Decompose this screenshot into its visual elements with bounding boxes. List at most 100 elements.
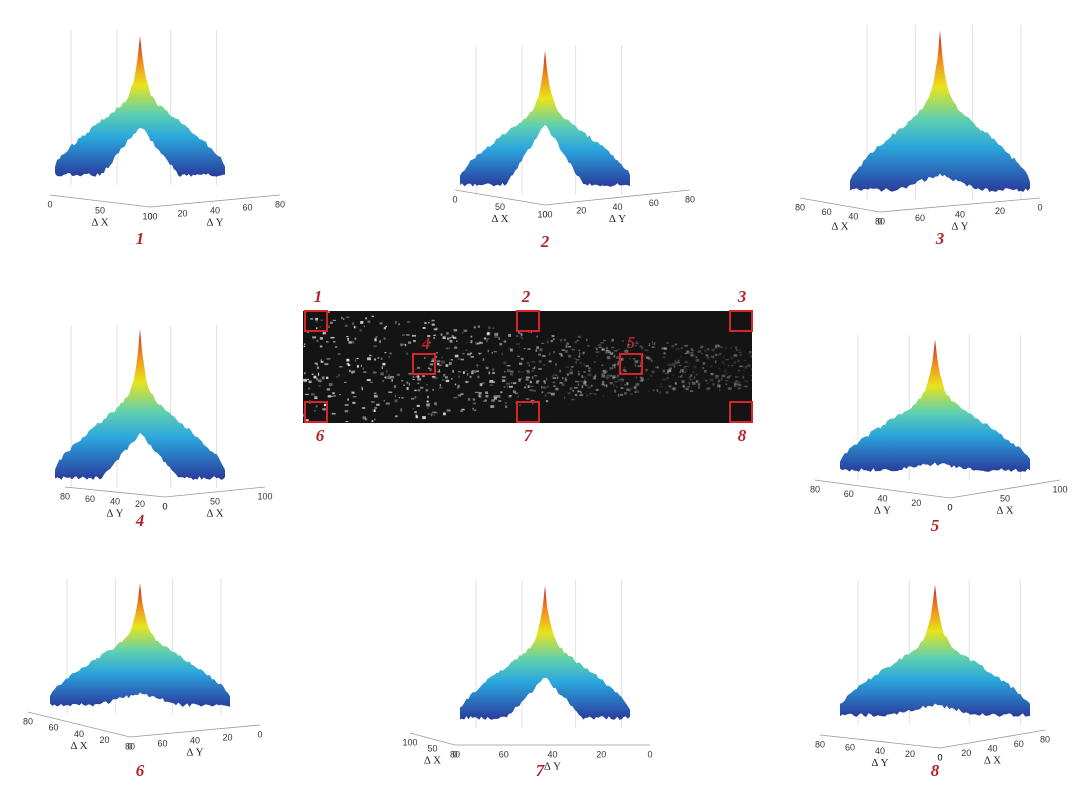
tick-label: 80 [810, 484, 820, 494]
speckle [370, 382, 373, 383]
speckle [687, 386, 690, 387]
speckle [533, 368, 536, 370]
tick-label: 40 [955, 209, 965, 219]
speckle [688, 382, 690, 384]
speckle [596, 389, 599, 391]
speckle [481, 383, 483, 386]
speckle [454, 329, 458, 331]
speckle [698, 387, 700, 389]
speckle [702, 378, 705, 379]
speckle [743, 369, 744, 371]
tick-label: 60 [1014, 739, 1024, 749]
speckle [576, 359, 579, 360]
speckle [422, 375, 425, 377]
speckle [471, 336, 473, 338]
speckle [536, 382, 539, 384]
speckle [431, 320, 434, 321]
speckle [447, 410, 451, 412]
axis-label: Δ X [984, 755, 1001, 767]
speckle [470, 376, 472, 378]
speckle [574, 358, 576, 360]
speckle [416, 376, 418, 378]
speckle [476, 370, 479, 372]
speckle [685, 388, 688, 390]
speckle [493, 381, 495, 383]
speckle [451, 359, 453, 360]
speckle [487, 333, 490, 336]
speckle [542, 355, 545, 357]
speckle [510, 373, 513, 375]
speckle [557, 377, 558, 379]
tick-label: 50 [1000, 493, 1010, 503]
speckle [518, 332, 520, 334]
speckle [413, 408, 415, 409]
speckle [332, 413, 336, 414]
panel-label: 3 [935, 229, 945, 248]
speckle [662, 379, 666, 381]
speckle [401, 380, 403, 381]
tick-label: 80 [450, 749, 460, 759]
tick-label: 100 [402, 737, 417, 747]
speckle [708, 387, 711, 389]
speckle [466, 342, 467, 343]
speckle [311, 393, 315, 395]
tick-label: 100 [257, 491, 272, 501]
speckle [569, 372, 573, 375]
speckle [516, 335, 518, 336]
speckle [603, 395, 604, 396]
axis-label: Δ X [424, 755, 441, 767]
speckle [711, 366, 713, 367]
speckle [314, 410, 315, 411]
speckle [571, 399, 574, 400]
speckle [442, 357, 443, 358]
speckle [751, 379, 755, 381]
speckle [561, 383, 564, 386]
speckle [692, 350, 694, 351]
speckle [725, 359, 729, 360]
speckle [586, 338, 588, 341]
speckle [601, 384, 604, 386]
speckle [735, 354, 736, 356]
speckle [541, 343, 544, 344]
speckle [432, 376, 436, 378]
speckle [617, 375, 619, 377]
speckle [431, 414, 433, 417]
speckle [675, 344, 677, 346]
speckle [374, 338, 376, 341]
speckle [440, 384, 441, 386]
speckle [335, 346, 337, 347]
tick-label: 40 [547, 749, 557, 759]
tick-label: 60 [844, 489, 854, 499]
speckle [539, 368, 542, 370]
speckle [665, 373, 668, 374]
speckle [597, 355, 598, 356]
speckle [734, 385, 737, 387]
speckle [621, 383, 622, 385]
speckle [531, 386, 534, 387]
speckle [702, 367, 704, 369]
speckle [352, 392, 355, 394]
speckle [572, 390, 574, 392]
speckle [414, 390, 416, 391]
speckle [564, 397, 565, 399]
speckle [739, 352, 742, 353]
surface [460, 586, 630, 720]
speckle [470, 342, 472, 343]
speckle [562, 377, 563, 379]
speckle [636, 341, 639, 344]
speckle [382, 363, 385, 366]
axis-label: Δ X [70, 740, 87, 752]
speckle [308, 387, 310, 389]
speckle [707, 348, 710, 351]
tick-label: 40 [848, 212, 858, 222]
speckle [553, 386, 555, 387]
speckle [562, 349, 565, 350]
speckle [322, 408, 326, 410]
speckle [329, 383, 333, 386]
speckle [578, 384, 579, 386]
tick-label: 0 [1037, 202, 1042, 212]
speckle [694, 366, 697, 369]
speckle [471, 356, 474, 357]
speckle [400, 344, 402, 347]
speckle [686, 351, 689, 354]
